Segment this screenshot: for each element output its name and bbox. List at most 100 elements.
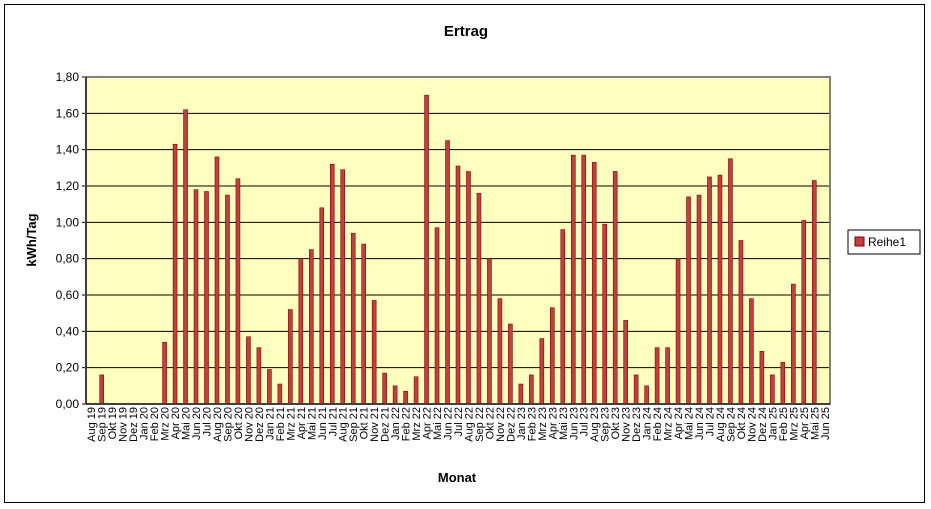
bar [791,283,796,405]
x-tick-label: Okt 23 [610,407,622,439]
bar [707,176,712,405]
x-tick-label: Jun 22 [443,407,455,440]
x-tick-label: Jan 21 [264,407,276,440]
x-tick-label: Okt 20 [233,407,245,439]
bar [487,258,492,405]
bars [99,94,817,405]
x-tick-label: Sep 21 [348,407,360,442]
x-tick-label: Okt 21 [359,407,371,439]
y-tick-label: 1,00 [56,215,80,229]
bar [550,307,555,405]
bar [392,385,398,405]
bar [319,207,325,405]
x-tick-label: Aug 20 [212,407,224,442]
bar [214,156,220,405]
bar [665,347,670,405]
bar [570,154,576,405]
bar [235,178,241,405]
x-tick-label: Jul 22 [453,407,465,436]
bar [172,143,178,405]
y-tick-label: 0,80 [56,252,80,266]
x-tick-label: Apr 25 [799,407,811,439]
bar [497,298,503,405]
bar [654,347,660,405]
x-tick-label: Nov 24 [746,407,758,442]
x-tick-label: Mrz 24 [663,407,675,441]
bar [696,194,702,405]
bar [277,383,283,405]
x-tick-label: Jan 23 [516,407,528,440]
bar [780,361,786,405]
x-tick-label: Sep 20 [222,407,234,442]
x-tick-label: Jan 20 [139,407,151,440]
x-tick-label: Apr 23 [547,407,559,439]
bar [424,94,429,405]
bar [770,374,775,405]
bar [162,341,167,405]
bar [204,191,209,405]
x-tick-label: Sep 22 [474,407,486,442]
x-tick-label: Aug 24 [715,407,727,442]
chart-svg: Ertrag 0,00 0,20 0,40 0,60 0,80 1,00 1,20 1,40 1… [24,23,921,485]
bar [717,174,723,405]
x-tick-label: Mrz 20 [160,407,172,441]
x-tick-label: Okt 22 [484,407,496,439]
x-axis-title: Monat [438,470,477,485]
x-tick-label: Okt 24 [736,407,748,439]
x-tick-label: Nov 22 [495,407,507,442]
bar [382,372,387,405]
x-tick-label: Mai 24 [684,407,696,440]
x-tick-label: Aug 21 [338,407,350,442]
bar [403,390,408,405]
bar [361,243,366,405]
bar [309,249,314,405]
x-tick-label: Mrz 21 [285,407,297,441]
bar [329,163,335,405]
y-tick-label: 1,60 [56,106,80,120]
chart-frame: Ertrag 0,00 0,20 0,40 0,60 0,80 1,00 1,20 1,40 1… [4,4,925,503]
chart-title: Ertrag [444,23,488,40]
bar [644,385,649,405]
bar [602,223,607,405]
bar [581,154,587,405]
bar [728,158,733,405]
bar [749,298,754,405]
legend-box [847,229,921,255]
x-tick-label: Nov 19 [118,407,130,442]
bar [529,374,534,405]
bar [183,109,188,405]
bar [225,194,230,405]
bar [288,309,293,405]
legend: Reihe1 [847,229,921,255]
x-tick-label: Jun 20 [191,407,203,440]
x-tick-label: Mai 21 [306,407,318,440]
x-tick-label: Mrz 23 [537,407,549,441]
x-tick-label: Sep 23 [600,407,612,442]
bar [413,376,419,405]
x-tick-label: Feb 25 [778,407,790,441]
y-tick-label: 0,40 [56,324,80,338]
bar [193,189,199,405]
bar [340,169,346,405]
y-tick-label: 0,00 [56,397,80,411]
bar [633,374,639,405]
bar [466,171,471,405]
y-tick-label: 1,20 [56,179,80,193]
bar [675,258,681,405]
x-tick-label: Dez 22 [505,407,517,442]
x-tick-label: Nov 20 [243,407,255,442]
x-tick-label: Apr 24 [673,407,685,439]
x-tick-label: Sep 24 [725,407,737,442]
x-tick-label: Apr 20 [170,407,182,439]
x-tick-label: Feb 23 [526,407,538,441]
x-tick-label: Dez 24 [757,407,769,442]
x-tick-label: Mai 22 [432,407,444,440]
x-tick-label: Jan 22 [390,407,402,440]
x-tick-label: Mai 23 [558,407,570,440]
bar [434,227,440,405]
x-tick-label: Jun 21 [317,407,329,440]
x-tick-label: Okt 19 [107,407,119,439]
bar [99,374,105,405]
bar [256,347,262,405]
